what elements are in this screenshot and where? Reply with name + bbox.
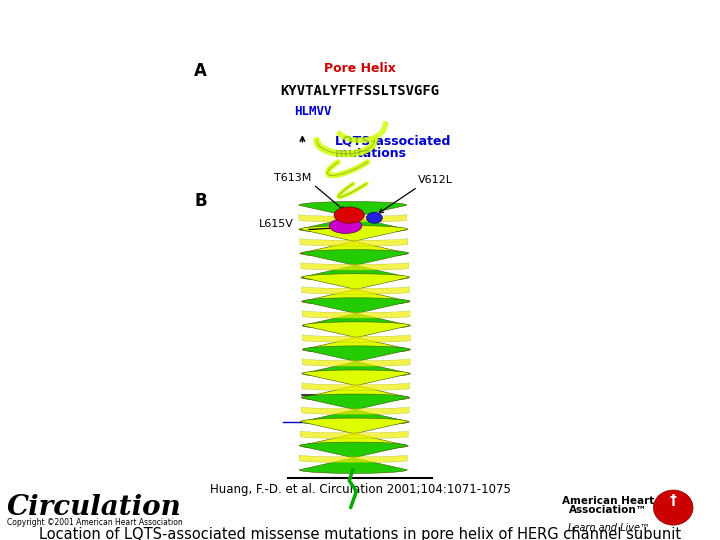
Polygon shape	[300, 418, 408, 449]
Polygon shape	[301, 407, 409, 415]
Ellipse shape	[366, 212, 382, 223]
Text: Association™: Association™	[570, 505, 647, 515]
Polygon shape	[302, 335, 410, 342]
Polygon shape	[302, 322, 410, 353]
Polygon shape	[301, 262, 409, 270]
Polygon shape	[302, 370, 410, 401]
Polygon shape	[302, 359, 410, 366]
Text: Huang, F.-D. et al. Circulation 2001;104:1071-1075: Huang, F.-D. et al. Circulation 2001;104…	[210, 483, 510, 496]
Polygon shape	[301, 249, 409, 281]
Ellipse shape	[654, 490, 693, 525]
Polygon shape	[299, 214, 407, 222]
Polygon shape	[302, 310, 410, 318]
Polygon shape	[302, 274, 410, 305]
Text: Learn and Live™: Learn and Live™	[567, 523, 649, 533]
Text: American Heart: American Heart	[562, 496, 654, 506]
Polygon shape	[300, 431, 408, 438]
Text: A: A	[194, 62, 207, 80]
Polygon shape	[302, 346, 410, 377]
Text: Circulation: Circulation	[7, 494, 182, 521]
Polygon shape	[302, 383, 410, 390]
Text: B: B	[194, 192, 207, 210]
Polygon shape	[299, 201, 407, 233]
Polygon shape	[301, 394, 409, 426]
Text: Location of LQTS-associated missense mutations in pore helix of HERG channel sub: Location of LQTS-associated missense mut…	[39, 526, 681, 540]
Ellipse shape	[334, 207, 364, 223]
Text: †: †	[670, 492, 677, 507]
Text: Copyright ©2001 American Heart Association: Copyright ©2001 American Heart Associati…	[7, 518, 183, 528]
Polygon shape	[300, 455, 408, 463]
Ellipse shape	[329, 218, 361, 233]
Text: L615V: L615V	[259, 219, 294, 228]
Polygon shape	[302, 298, 410, 329]
Polygon shape	[300, 442, 408, 474]
Text: mutations: mutations	[335, 147, 406, 160]
Polygon shape	[300, 226, 408, 257]
Polygon shape	[300, 238, 408, 246]
Text: LQTS-associated: LQTS-associated	[335, 135, 451, 148]
Text: HLMVV: HLMVV	[294, 105, 332, 118]
Text: Pore Helix: Pore Helix	[324, 62, 396, 75]
Text: T613M: T613M	[274, 173, 311, 183]
Text: KYVTALYFTFSSLTSVGFG: KYVTALYFTFSSLTSVGFG	[280, 84, 440, 98]
Text: V612L: V612L	[418, 176, 453, 185]
Polygon shape	[302, 287, 410, 294]
